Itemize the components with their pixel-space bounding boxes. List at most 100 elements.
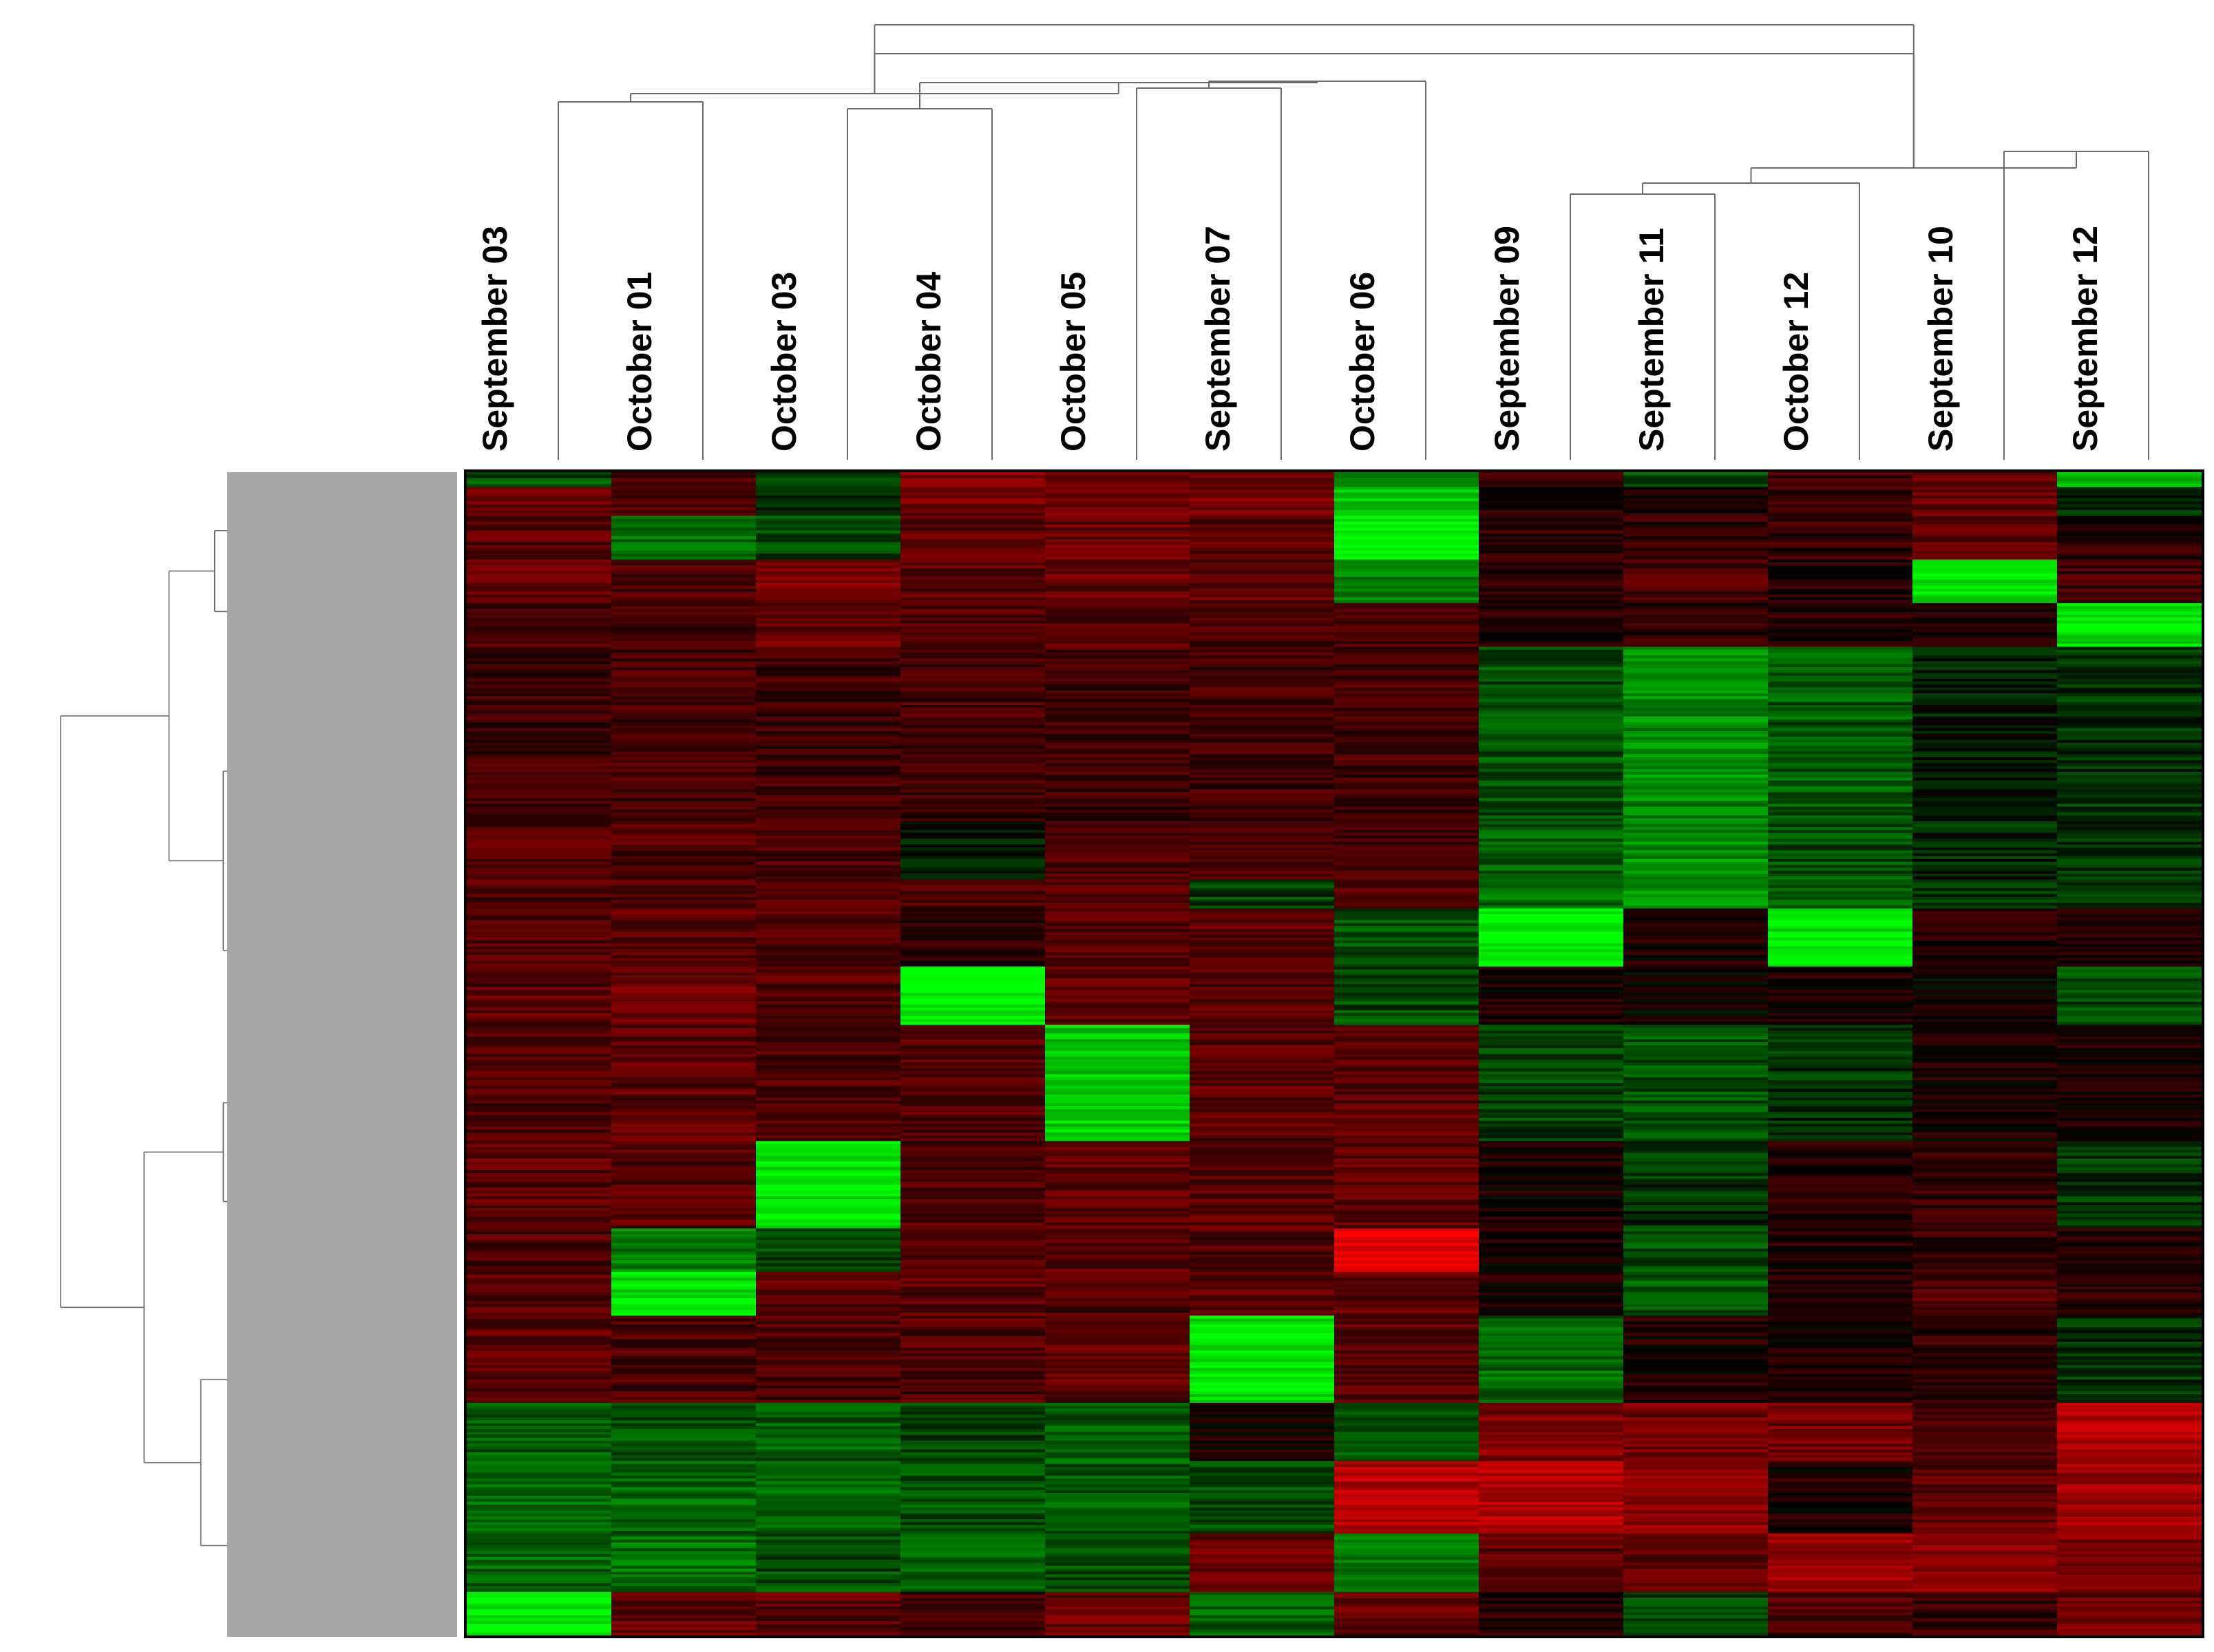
heatmap-cell	[2057, 527, 2202, 531]
heatmap-cell	[1479, 1094, 1624, 1098]
heatmap-cell	[1768, 1164, 1913, 1168]
heatmap-cell	[467, 1283, 612, 1287]
heatmap-cell	[2057, 620, 2202, 624]
heatmap-cell	[611, 731, 757, 734]
heatmap-cell	[1479, 553, 1624, 558]
heatmap-cell	[611, 1045, 757, 1049]
heatmap-cell	[1190, 1280, 1335, 1284]
heatmap-cell	[1045, 1353, 1190, 1357]
heatmap-cell	[611, 867, 757, 871]
heatmap-cell	[900, 1240, 1046, 1244]
heatmap-cell	[1479, 1121, 1624, 1124]
heatmap-cell	[1623, 1266, 1769, 1270]
heatmap-cell	[1045, 1295, 1190, 1299]
heatmap-cell	[467, 629, 612, 633]
heatmap-cell	[1190, 1237, 1335, 1240]
heatmap-cell	[756, 1103, 901, 1107]
heatmap-cell	[1768, 483, 1913, 487]
heatmap-cell	[756, 731, 901, 734]
heatmap-cell	[1479, 896, 1624, 900]
heatmap-cell	[1768, 1155, 1913, 1159]
heatmap-cell	[756, 922, 901, 926]
heatmap-cell	[2057, 1306, 2202, 1311]
heatmap-cell	[1045, 777, 1190, 781]
heatmap-cell	[1768, 1057, 1913, 1061]
heatmap-cell	[1912, 1010, 2058, 1014]
heatmap-cell	[1479, 902, 1624, 907]
heatmap-cell	[1623, 1269, 1769, 1273]
heatmap-cell	[1479, 1237, 1624, 1240]
heatmap-cell	[467, 1167, 612, 1171]
heatmap-cell	[1912, 865, 2058, 869]
heatmap-cell	[900, 571, 1046, 575]
heatmap-cell	[1912, 853, 2058, 857]
heatmap-cell	[1334, 1167, 1479, 1171]
heatmap-cell	[1768, 1344, 1913, 1348]
heatmap-cell	[1334, 1176, 1479, 1180]
heatmap-cell	[467, 975, 612, 979]
heatmap-cell	[1334, 1266, 1479, 1270]
heatmap-cell	[1334, 1013, 1479, 1017]
heatmap-cell	[1045, 1315, 1190, 1320]
heatmap-cell	[611, 1231, 757, 1235]
heatmap-cell	[756, 1271, 901, 1275]
heatmap-cell	[1768, 1062, 1913, 1066]
heatmap-cell	[611, 1211, 757, 1214]
heatmap-cell	[611, 938, 757, 941]
heatmap-cell	[1190, 995, 1335, 999]
heatmap-cell	[1623, 1126, 1769, 1130]
heatmap-cell	[1479, 1161, 1624, 1165]
heatmap-cell	[1190, 1301, 1335, 1304]
heatmap-cell	[1768, 475, 1913, 479]
heatmap-cell	[1045, 1249, 1190, 1252]
heatmap-cell	[1190, 1039, 1335, 1043]
heatmap-cell	[900, 1103, 1046, 1107]
heatmap-cell	[1623, 667, 1769, 670]
heatmap-cell	[1334, 1347, 1479, 1351]
heatmap-cell	[1623, 699, 1769, 703]
heatmap-cell	[756, 1211, 901, 1214]
heatmap-cell	[900, 905, 1046, 909]
heatmap-cell	[1768, 993, 1913, 997]
heatmap-cell	[1623, 1313, 1769, 1316]
heatmap-cell	[1623, 1324, 1769, 1328]
heatmap-cell	[1768, 777, 1913, 781]
heatmap-cell	[1190, 1004, 1335, 1008]
heatmap-cell	[756, 900, 901, 903]
heatmap-cell	[467, 708, 612, 712]
heatmap-cell	[756, 641, 901, 644]
heatmap-cell	[756, 1021, 901, 1026]
heatmap-cell	[900, 1141, 1046, 1145]
heatmap-cell	[1912, 952, 2058, 955]
heatmap-cell	[1623, 908, 1769, 912]
heatmap-cell	[2057, 1327, 2202, 1331]
heatmap-cell	[1479, 1071, 1624, 1075]
heatmap-cell	[1912, 964, 2058, 967]
heatmap-cell	[1334, 559, 1479, 563]
heatmap-cell	[1912, 1054, 2058, 1057]
heatmap-cell	[1334, 882, 1479, 886]
heatmap-cell	[2057, 1114, 2202, 1119]
heatmap-cell	[1623, 582, 1769, 586]
heatmap-cell	[1479, 885, 1624, 889]
heatmap-cell	[1479, 870, 1624, 874]
heatmap-cell	[1479, 1214, 1624, 1218]
heatmap-cell	[467, 922, 612, 926]
heatmap-cell	[756, 1170, 901, 1174]
heatmap-cell	[1334, 1251, 1479, 1256]
heatmap-cell	[1190, 978, 1335, 982]
heatmap-cell	[756, 789, 901, 793]
heatmap-cell	[1334, 705, 1479, 708]
heatmap-cell	[1479, 1062, 1624, 1066]
heatmap-cell	[1190, 1199, 1335, 1203]
heatmap-cell	[1334, 1327, 1479, 1331]
heatmap-cell	[756, 716, 901, 720]
heatmap-cell	[1190, 885, 1335, 889]
heatmap-cell	[1479, 1132, 1624, 1136]
heatmap-cell	[1479, 981, 1624, 985]
heatmap-cell	[1768, 794, 1913, 798]
heatmap-cell	[1623, 644, 1769, 648]
heatmap-cell	[756, 768, 901, 772]
heatmap-cell	[2057, 1112, 2202, 1116]
heatmap-cell	[1623, 1333, 1769, 1337]
